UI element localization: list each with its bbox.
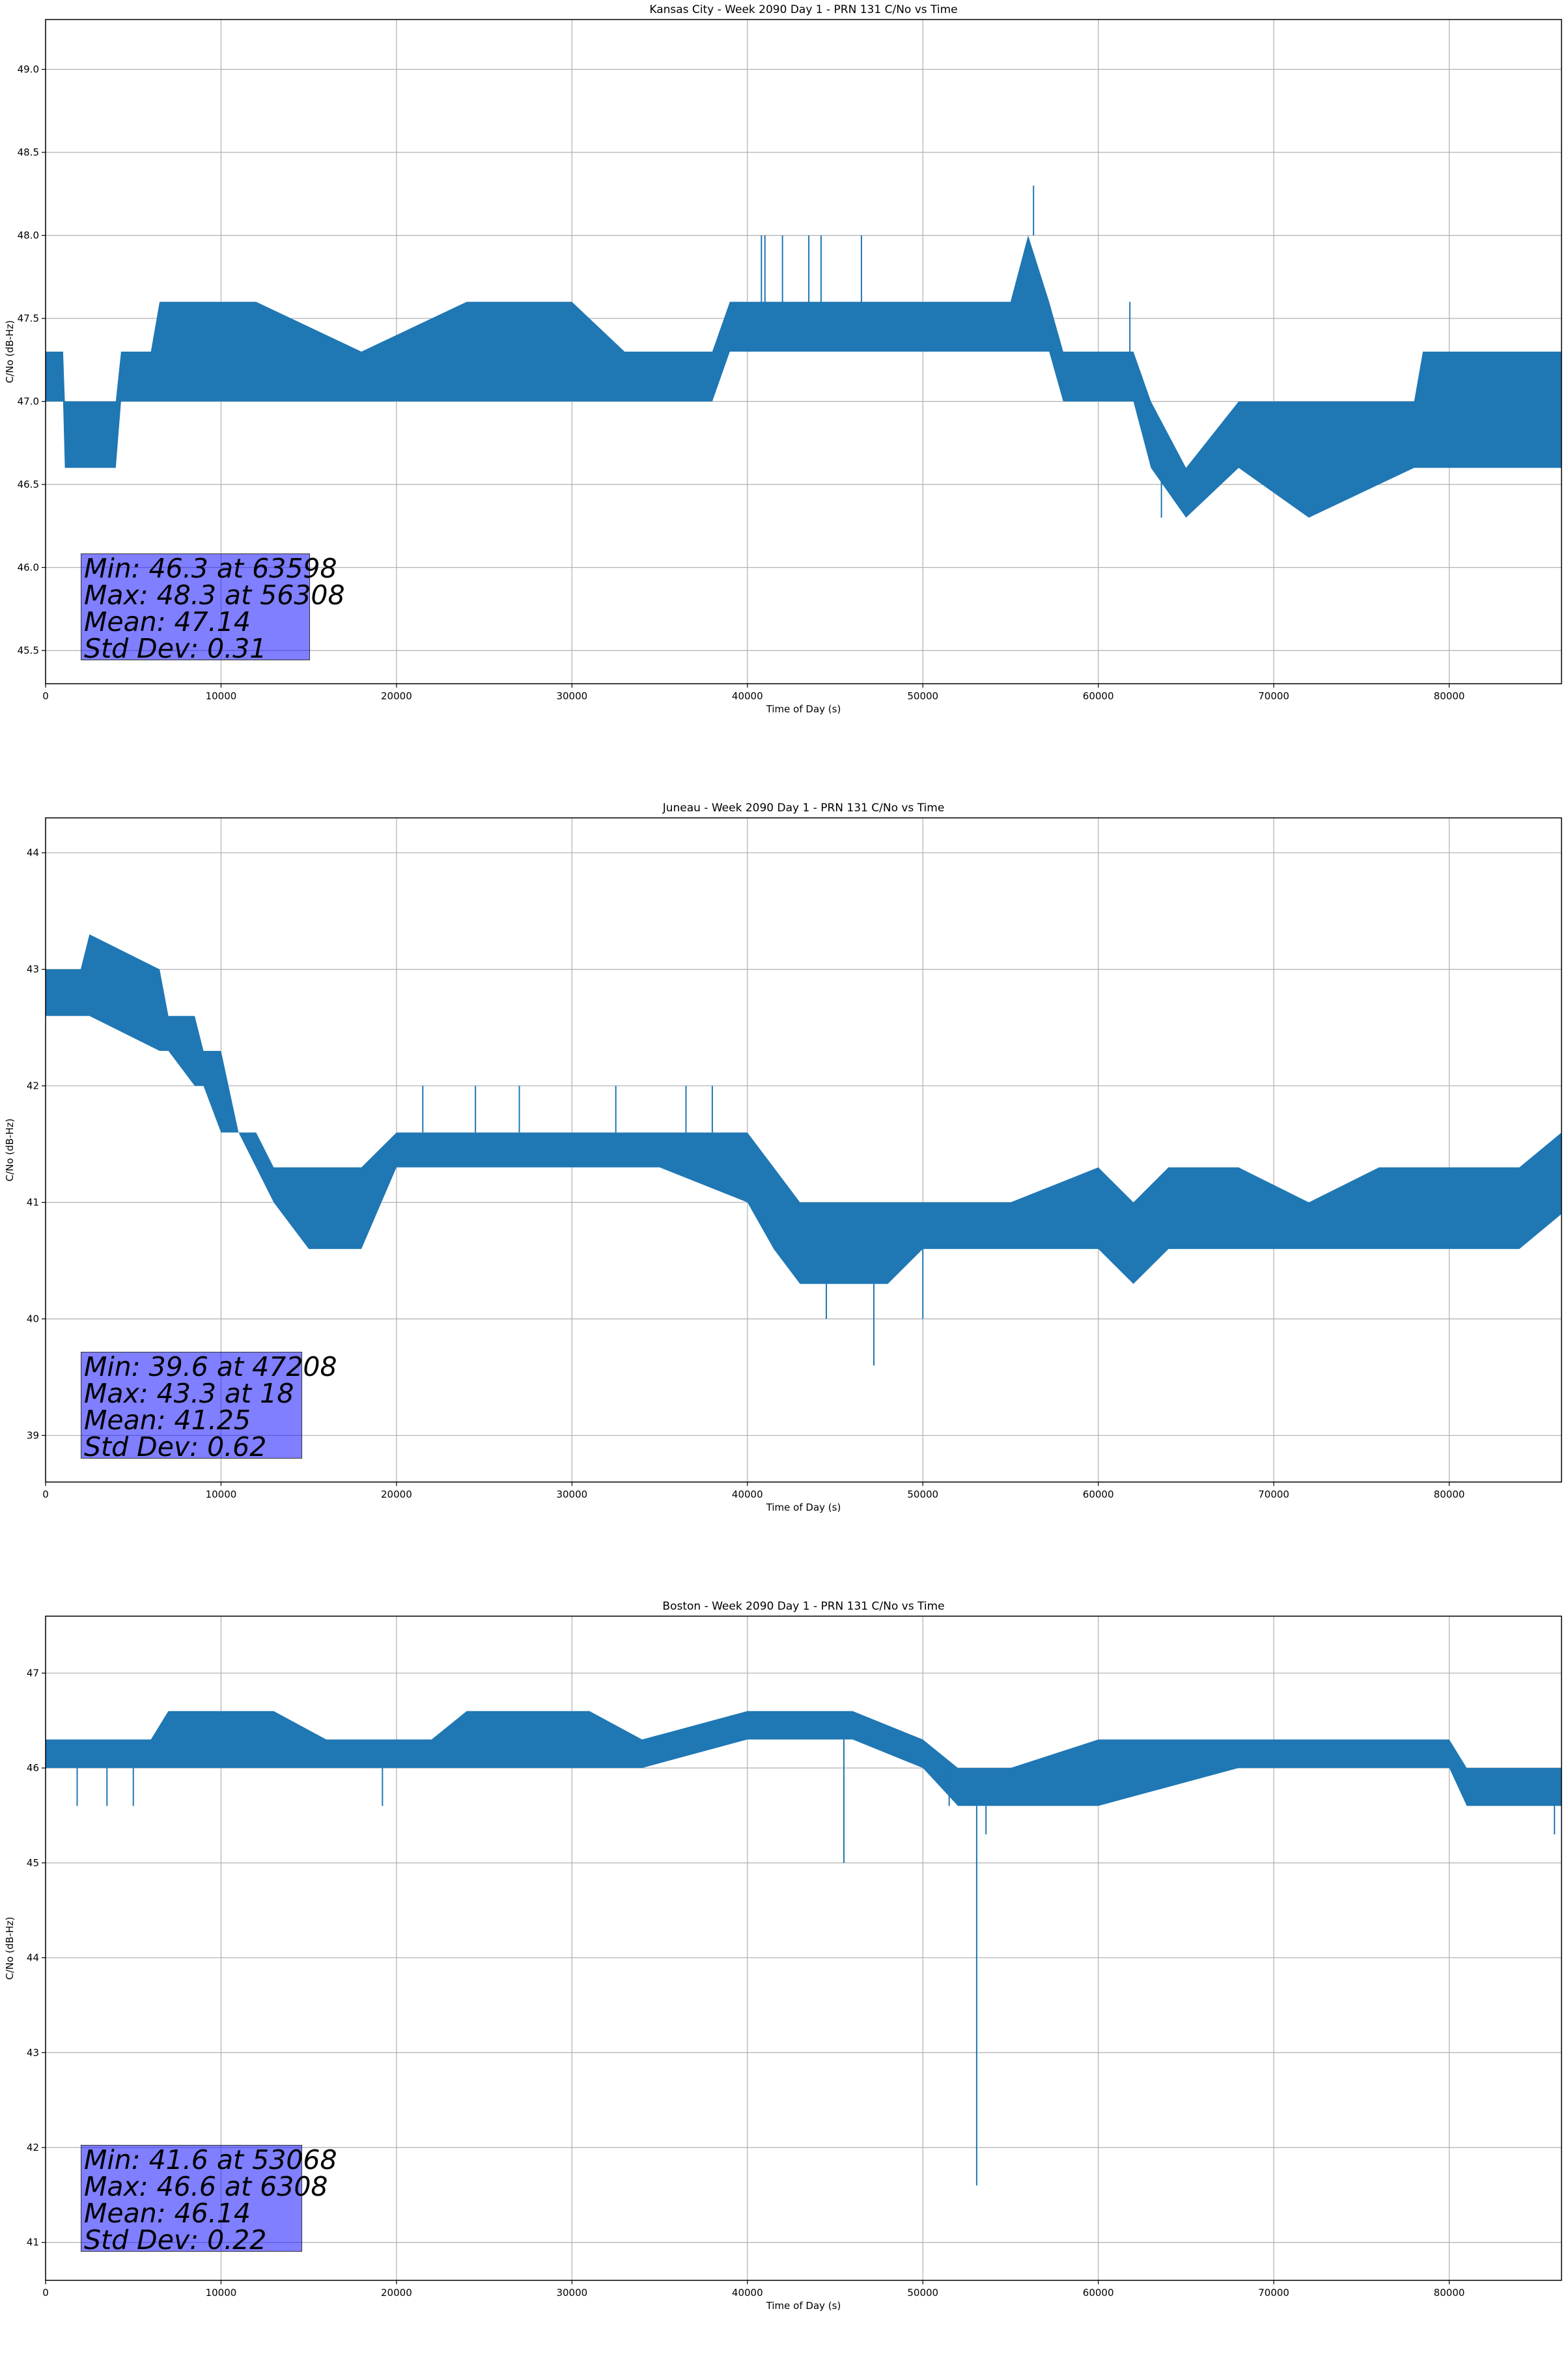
plot-frame xyxy=(45,1616,1562,2281)
x-tick-label: 20000 xyxy=(381,2287,412,2299)
x-tick-label: 80000 xyxy=(1434,1489,1465,1500)
y-axis-label: C/No (dB-Hz) xyxy=(4,1917,16,1980)
x-tick-label: 0 xyxy=(42,690,49,702)
y-tick-label: 47.0 xyxy=(18,396,39,408)
chart-title: Boston - Week 2090 Day 1 - PRN 131 C/No … xyxy=(662,1600,944,1613)
y-tick-label: 46 xyxy=(27,1762,39,1774)
stats-std-dev: Std Dev: 0.22 xyxy=(84,2224,267,2256)
x-tick-label: 60000 xyxy=(1083,1489,1114,1500)
x-axis-label: Time of Day (s) xyxy=(766,2300,841,2312)
x-tick-label: 30000 xyxy=(556,690,587,702)
y-tick-label: 43 xyxy=(27,964,39,975)
stats-max: Max: 48.3 at 56308 xyxy=(84,580,345,611)
y-tick-label: 39 xyxy=(27,1429,39,1441)
y-tick-label: 42 xyxy=(27,2142,39,2153)
stats-min: Min: 46.3 at 63598 xyxy=(84,553,337,584)
x-tick-label: 70000 xyxy=(1258,690,1289,702)
chart-kansas-city: 0 10000 20000 30000 40000 50000 60000 70000 8000… xyxy=(4,3,1562,715)
chart-panel-juneau: 0 10000 20000 30000 40000 50000 60000 70000 8000… xyxy=(0,798,1568,1567)
x-tick-label: 40000 xyxy=(732,1489,763,1500)
x-tick-label: 20000 xyxy=(381,690,412,702)
y-tick-label: 48.0 xyxy=(18,230,39,242)
x-tick-label: 80000 xyxy=(1434,2287,1465,2299)
y-tick-label: 44 xyxy=(27,1952,39,1964)
y-tick-label: 45.5 xyxy=(18,645,39,656)
y-tick-label: 47.5 xyxy=(18,313,39,324)
y-tick-label: 41 xyxy=(27,1197,39,1209)
stats-min: Min: 39.6 at 47208 xyxy=(84,1351,337,1382)
stats-mean: Mean: 47.14 xyxy=(84,606,251,637)
stats-min: Min: 41.6 at 53068 xyxy=(84,2144,337,2176)
x-tick-label: 20000 xyxy=(381,1489,412,1500)
x-tick-label: 0 xyxy=(42,1489,49,1500)
chart-panel-boston: 0 10000 20000 30000 40000 50000 60000 70000 8000… xyxy=(0,1597,1568,2365)
series-band-cno xyxy=(46,1711,1561,1806)
y-tick-label: 41 xyxy=(27,2237,39,2248)
stats-box-juneau: Min: 39.6 at 47208 Max: 43.3 at 18 Mean:… xyxy=(81,1351,337,1462)
stats-mean: Mean: 41.25 xyxy=(84,1405,251,1436)
x-tick-label: 80000 xyxy=(1434,690,1465,702)
x-tick-label: 40000 xyxy=(732,2287,763,2299)
y-axis-label: C/No (dB-Hz) xyxy=(4,1119,16,1182)
x-tick-label: 10000 xyxy=(206,690,237,702)
x-tick-label: 70000 xyxy=(1258,2287,1289,2299)
x-tick-label: 50000 xyxy=(907,1489,938,1500)
stats-std-dev: Std Dev: 0.31 xyxy=(84,633,267,664)
x-tick-label: 0 xyxy=(42,2287,49,2299)
series-band-cno xyxy=(46,235,1561,518)
chart-juneau: 0 10000 20000 30000 40000 50000 60000 70000 8000… xyxy=(4,802,1562,1513)
x-tick-label: 50000 xyxy=(907,690,938,702)
series-band-cno xyxy=(46,934,1561,1284)
y-tick-label: 42 xyxy=(27,1080,39,1092)
stats-mean: Mean: 46.14 xyxy=(84,2198,251,2229)
x-tick-label: 10000 xyxy=(206,2287,237,2299)
stats-max: Max: 46.6 at 6308 xyxy=(84,2171,328,2202)
y-tick-label: 43 xyxy=(27,2047,39,2058)
y-axis-label: C/No (dB-Hz) xyxy=(4,320,16,384)
chart-title: Juneau - Week 2090 Day 1 - PRN 131 C/No … xyxy=(662,802,945,815)
x-tick-label: 30000 xyxy=(556,2287,587,2299)
y-tick-label: 46.5 xyxy=(18,479,39,490)
stats-std-dev: Std Dev: 0.62 xyxy=(84,1431,267,1462)
x-tick-label: 30000 xyxy=(556,1489,587,1500)
y-tick-label: 48.5 xyxy=(18,147,39,158)
chart-title: Kansas City - Week 2090 Day 1 - PRN 131 … xyxy=(649,3,957,16)
y-tick-label: 46.0 xyxy=(18,562,39,574)
x-tick-label: 60000 xyxy=(1083,690,1114,702)
x-tick-label: 50000 xyxy=(907,2287,938,2299)
x-tick-label: 60000 xyxy=(1083,2287,1114,2299)
x-axis-label: Time of Day (s) xyxy=(766,1502,841,1513)
plot-frame xyxy=(45,19,1562,684)
y-tick-label: 40 xyxy=(27,1313,39,1324)
x-tick-label: 40000 xyxy=(732,690,763,702)
stats-max: Max: 43.3 at 18 xyxy=(84,1378,294,1409)
stats-box-boston: Min: 41.6 at 53068 Max: 46.6 at 6308 Mea… xyxy=(81,2144,337,2256)
stats-box-kansas-city: Min: 46.3 at 63598 Max: 48.3 at 56308 Me… xyxy=(81,553,345,664)
y-tick-label: 49.0 xyxy=(18,64,39,76)
y-tick-label: 45 xyxy=(27,1857,39,1869)
x-tick-label: 10000 xyxy=(206,1489,237,1500)
chart-panel-kansas-city: 0 10000 20000 30000 40000 50000 60000 70000 8000… xyxy=(0,0,1568,768)
y-tick-label: 44 xyxy=(27,847,39,859)
x-tick-label: 70000 xyxy=(1258,1489,1289,1500)
x-axis-label: Time of Day (s) xyxy=(766,703,841,715)
y-tick-label: 47 xyxy=(27,1667,39,1679)
plot-frame xyxy=(45,817,1562,1483)
